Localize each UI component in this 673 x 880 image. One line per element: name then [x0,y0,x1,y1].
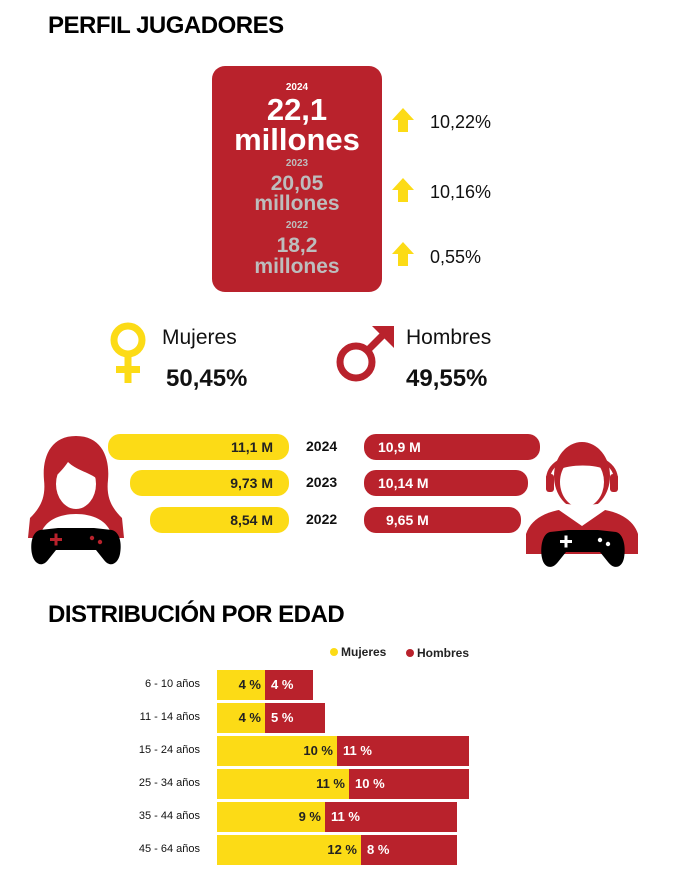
year-2022-label: 2022 [285,220,309,231]
female-percentage: 50,45% [166,365,248,392]
age-category-label: 45 - 64 años [138,843,200,855]
players-2023-unit: millones [254,192,340,215]
male-2023-bar: 10,14 M [364,470,528,496]
year-2023: 2023 [306,474,338,490]
female-age-bar: 12 % [217,835,361,865]
arrow-up-icon [392,108,414,132]
legend-male-swatch [406,649,414,657]
female-2023-bar: 9,73 M [130,470,289,496]
age-category-label: 11 - 14 años [139,711,200,723]
female-2022-bar: 8,54 M [150,507,289,533]
male-2022-bar: 9,65 M [364,507,521,533]
male-2024-bar: 10,9 M [364,434,540,460]
arrow-up-icon [392,178,414,202]
players-2022-value: 18,2 [276,234,318,257]
page-title: PERFIL JUGADORES [48,12,284,39]
male-age-bar: 5 % [265,703,325,733]
change-2024: 10,22% [430,112,492,132]
year-2024-label: 2024 [285,82,309,93]
players-2024-unit: millones [234,122,360,157]
male-symbol-icon [336,326,394,382]
male-percentage: 49,55% [406,365,488,392]
male-age-bar: 8 % [361,835,457,865]
female-gamer-icon [28,436,124,565]
players-total-card: 2024 22,1 millones 2023 20,05 millones 2… [212,66,382,292]
age-distribution-title: DISTRIBUCIÓN POR EDAD [48,601,345,628]
male-age-bar: 10 % [349,769,469,799]
age-category-label: 35 - 44 años [138,810,200,822]
year-2024: 2024 [306,438,338,454]
female-age-bar: 11 % [217,769,349,799]
arrow-up-icon [392,242,414,266]
players-2023-value: 20,05 [270,172,324,195]
age-category-label: 6 - 10 años [144,678,200,690]
female-label: Mujeres [162,326,237,349]
male-age-bar: 4 % [265,670,313,700]
legend-female: Mujeres [330,645,386,659]
female-2024-bar: 11,1 M [108,434,289,460]
female-age-bar: 9 % [217,802,325,832]
male-age-bar: 11 % [337,736,469,766]
legend-male: Hombres [406,646,469,660]
male-label: Hombres [406,326,492,349]
female-symbol-icon [110,322,146,383]
female-age-bar: 10 % [217,736,337,766]
players-2022-unit: millones [254,255,340,278]
age-category-label: 25 - 34 años [138,777,200,789]
legend-female-label: Mujeres [341,645,387,659]
year-2023-label: 2023 [285,158,309,169]
age-category-label: 15 - 24 años [138,744,200,756]
male-age-bar: 11 % [325,802,457,832]
legend-female-swatch [330,648,338,656]
change-2023: 10,16% [430,182,492,202]
male-gamer-icon [526,442,638,567]
players-2024-value: 22,1 [266,92,328,127]
change-2022: 0,55% [430,247,482,267]
female-age-bar: 4 % [217,703,265,733]
year-2022: 2022 [306,511,338,527]
legend-male-label: Hombres [417,646,470,660]
female-age-bar: 4 % [217,670,265,700]
